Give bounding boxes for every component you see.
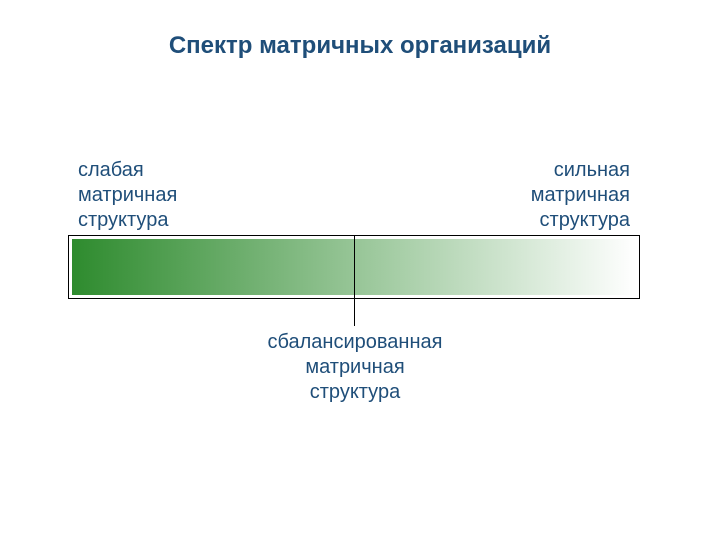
label-strong-matrix: сильная матричная структура bbox=[420, 158, 630, 233]
page-title: Спектр матричных организаций bbox=[0, 32, 720, 60]
label-weak-matrix: слабая матричная структура bbox=[78, 158, 278, 233]
diagram-stage: Спектр матричных организаций слабая матр… bbox=[0, 0, 720, 540]
label-balanced-matrix: сбалансированная матричная структура bbox=[235, 330, 475, 405]
spectrum-center-tick bbox=[354, 235, 355, 326]
